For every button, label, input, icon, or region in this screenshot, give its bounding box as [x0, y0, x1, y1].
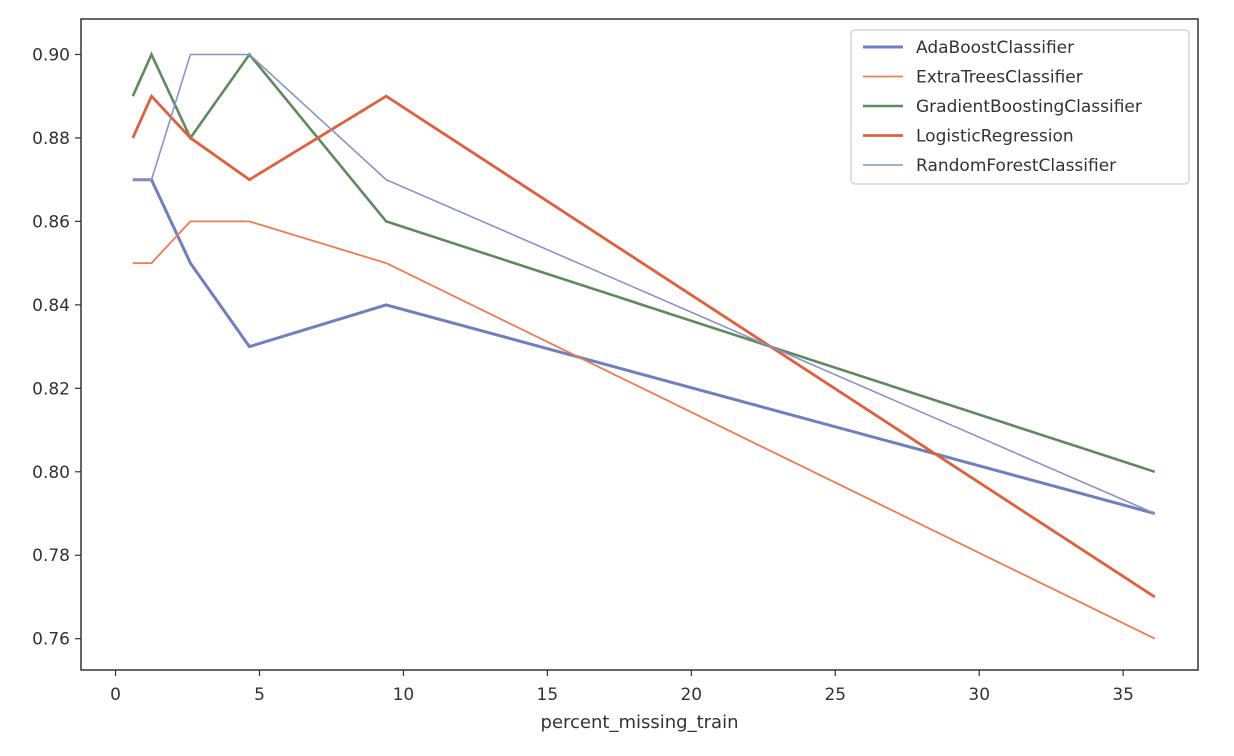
x-tick-label: 5: [254, 685, 265, 705]
y-tick-label: 0.90: [32, 45, 70, 65]
x-tick-label: 20: [680, 685, 702, 705]
legend-label-logisticregression: LogisticRegression: [916, 127, 1074, 147]
legend-label-gradientboostingclassifier: GradientBoostingClassifier: [916, 97, 1142, 117]
x-tick-label: 10: [393, 685, 415, 705]
series-line-adaboostclassifier: [132, 178, 1156, 515]
y-axis: 0.76 0.78 0.80 0.82 0.84 0.86 0.88 0.90: [32, 45, 81, 650]
x-tick-label: 15: [537, 685, 559, 705]
series-line-logisticregression: [131, 93, 1156, 599]
series-line-gradientboostingclassifier: [131, 51, 1156, 474]
series-line-randomforestclassifier: [132, 53, 1156, 515]
legend-label-randomforestclassifier: RandomForestClassifier: [916, 156, 1116, 176]
legend-box: [850, 29, 1190, 185]
plot-frame: [80, 18, 1199, 671]
x-tick-label: 30: [968, 685, 990, 705]
legend-label-extratreesclassifier: ExtraTreesClassifier: [916, 68, 1083, 88]
x-tick-label: 25: [824, 685, 846, 705]
y-tick-label: 0.86: [32, 212, 70, 232]
series-line-extratreesclassifier: [132, 220, 1156, 640]
legend-label-adaboostclassifier: AdaBoostClassifier: [916, 38, 1074, 58]
y-tick-label: 0.78: [32, 546, 70, 566]
x-tick-label: 0: [110, 685, 121, 705]
y-tick-label: 0.88: [32, 129, 70, 149]
y-tick-label: 0.84: [32, 296, 70, 316]
y-tick-label: 0.80: [32, 463, 70, 483]
x-axis-label: percent_missing_train: [541, 712, 739, 733]
legend: AdaBoostClassifier ExtraTreesClassifier Gr…: [850, 29, 1190, 185]
x-tick-label: 35: [1112, 685, 1134, 705]
plot-lines: [131, 51, 1156, 640]
y-tick-label: 0.82: [32, 379, 70, 399]
y-tick-label: 0.76: [32, 630, 70, 650]
x-axis: 0 5 10 15 20 25 30 35: [110, 670, 1134, 705]
